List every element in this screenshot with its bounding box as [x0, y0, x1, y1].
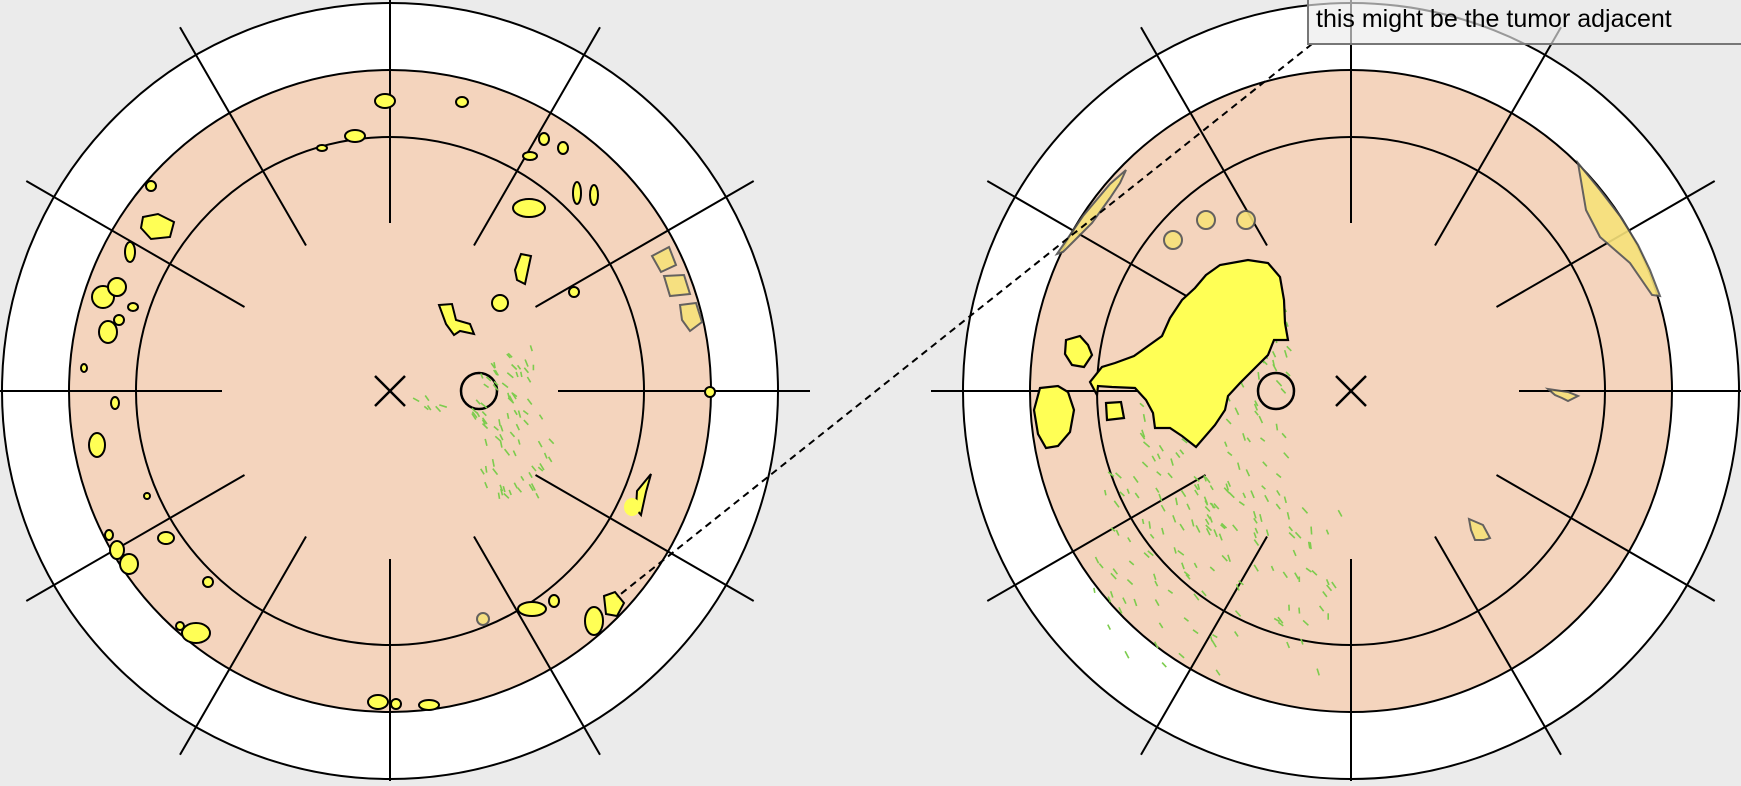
- lesion: [558, 142, 568, 154]
- lesion: [144, 493, 150, 499]
- vessel-dash: [1299, 608, 1300, 614]
- lesion: [146, 181, 156, 191]
- lesion-highlighted: [624, 498, 640, 516]
- lesion: [549, 595, 559, 607]
- lesion: [203, 577, 213, 587]
- lesion: [1237, 211, 1255, 229]
- lesion: [523, 152, 537, 160]
- lesion: [705, 387, 715, 397]
- vessel-dash: [1258, 372, 1259, 380]
- lesion: [89, 433, 105, 457]
- lesion: [573, 182, 581, 204]
- right-retina-diagram: [931, 0, 1741, 781]
- lesion: [114, 315, 124, 325]
- lesion: [158, 532, 174, 544]
- lesion: [1164, 231, 1182, 249]
- vessel-dash: [1094, 588, 1095, 593]
- lesion: [99, 321, 117, 343]
- vessel-dash: [1105, 490, 1106, 495]
- lesion: [345, 130, 365, 142]
- vessel-dash: [1311, 527, 1312, 535]
- lesion: [518, 602, 546, 616]
- lesion: [125, 242, 135, 262]
- lesion: [419, 700, 439, 710]
- left-retina-diagram: [0, 0, 810, 781]
- vessel-dash: [499, 419, 500, 426]
- lesion: [513, 199, 545, 217]
- lesion: [375, 94, 395, 108]
- lesion: [105, 530, 113, 540]
- vessel-dash: [1276, 424, 1277, 431]
- lesion: [108, 278, 126, 296]
- lesion: [182, 623, 210, 643]
- lesion: [111, 397, 119, 409]
- vessel-dash: [521, 372, 522, 377]
- lesion: [120, 554, 138, 574]
- vessel-dash: [1149, 521, 1150, 528]
- lesion: [391, 699, 401, 709]
- lesion: [81, 364, 87, 372]
- annotation-text: this might be the tumor adjacent: [1316, 5, 1672, 33]
- lesion: [569, 287, 579, 297]
- lesion: [1197, 211, 1215, 229]
- lesion: [492, 295, 508, 311]
- lesion: [317, 145, 327, 151]
- lesion: [456, 97, 468, 107]
- lesion: [477, 613, 489, 625]
- lesion: [1106, 402, 1124, 420]
- lesion: [590, 185, 598, 205]
- vessel-dash: [499, 493, 500, 499]
- vessel-dash: [1143, 519, 1144, 524]
- lesion: [368, 695, 388, 709]
- vessel-dash: [1310, 542, 1311, 549]
- lesion: [585, 607, 603, 635]
- lesion: [128, 303, 138, 311]
- lesion: [539, 133, 549, 145]
- vessel-dash: [486, 466, 487, 473]
